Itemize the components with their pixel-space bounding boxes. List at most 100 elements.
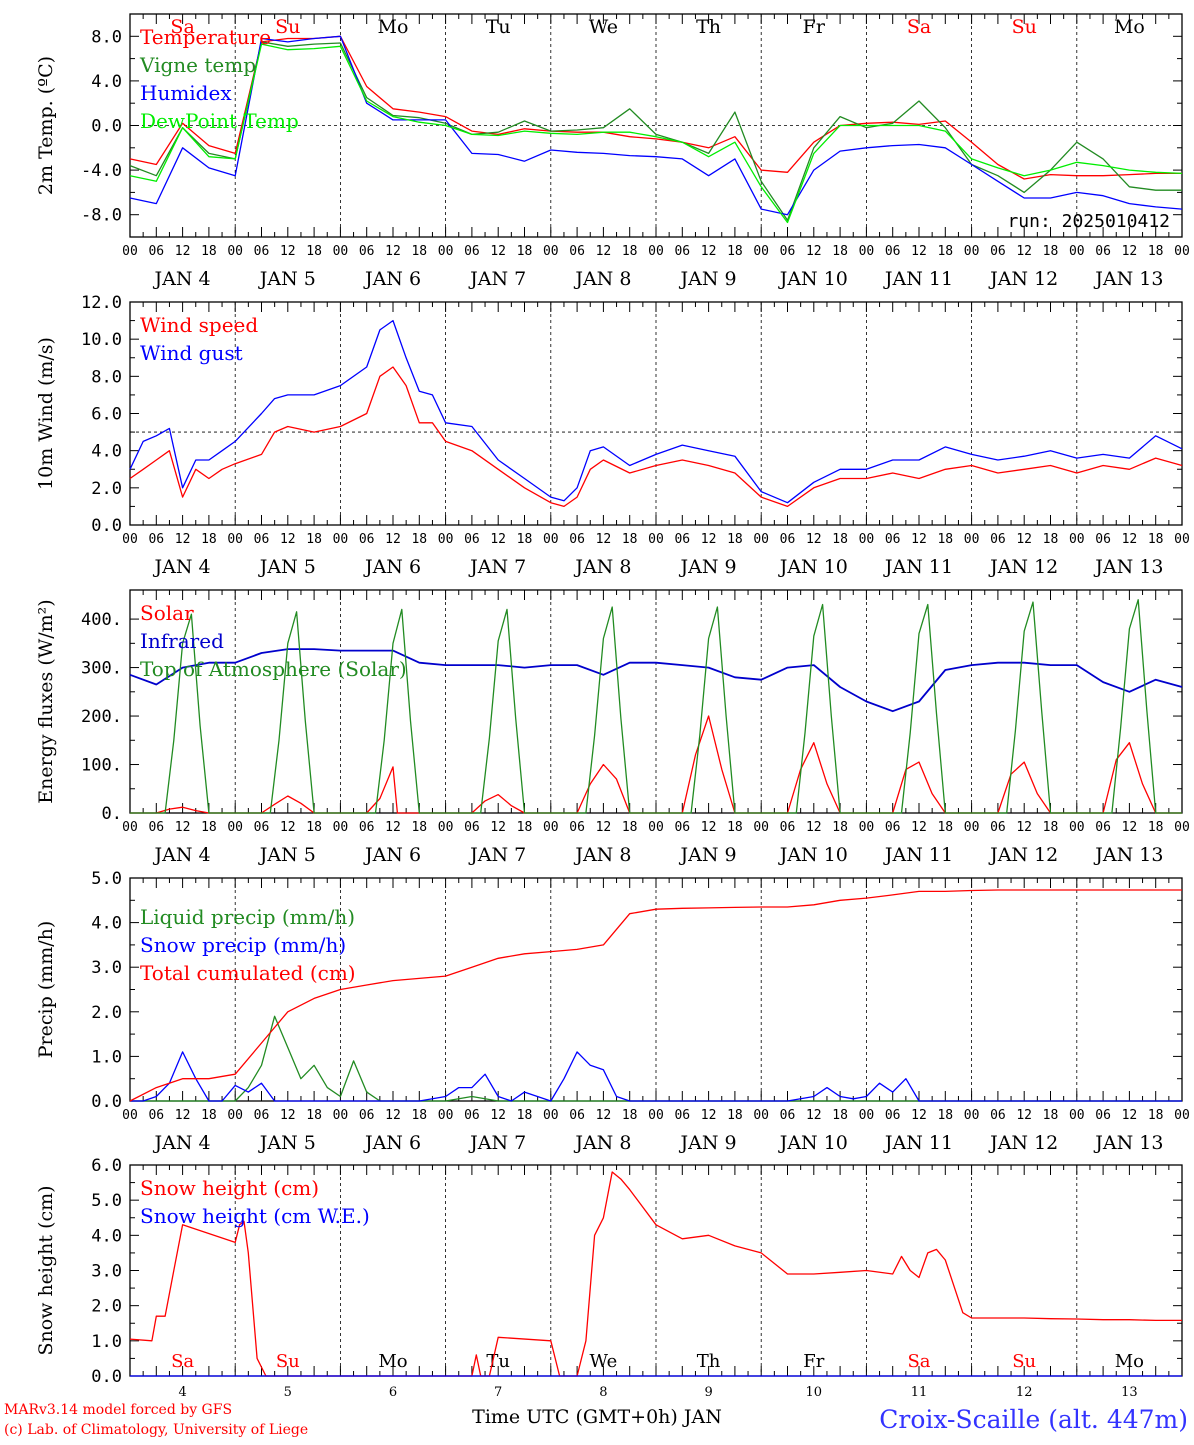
hour-tick-label: 12 [911, 244, 927, 259]
hour-tick-label: 00 [648, 820, 664, 835]
y-tick-label: 3.0 [91, 958, 122, 978]
day-name-label: Th [697, 1351, 721, 1372]
hour-tick-label: 00 [859, 532, 875, 547]
hour-tick-label: 00 [333, 532, 349, 547]
legend-entry: Humidex [140, 81, 232, 105]
hour-tick-label: 00 [648, 532, 664, 547]
hour-tick-label: 00 [753, 244, 769, 259]
hour-tick-label: 12 [806, 244, 822, 259]
lab-credit: (c) Lab. of Climatology, University of L… [4, 1422, 308, 1438]
legend-entry: Temperature [140, 25, 271, 49]
hour-tick-label: 00 [1069, 820, 1085, 835]
y-tick-label: -4.0 [81, 161, 122, 181]
day-label: JAN 7 [468, 1132, 526, 1154]
run-annotation: run: 2025010412 [1007, 211, 1170, 232]
hour-tick-label: 06 [885, 820, 901, 835]
day-label: JAN 6 [363, 556, 421, 578]
hour-tick-label: 00 [859, 1108, 875, 1123]
day-label: JAN 9 [679, 268, 737, 290]
station-title: Croix-Scaille (alt. 447m) [879, 1405, 1188, 1434]
x-axis-label: Time UTC (GMT+0h) JAN [472, 1406, 722, 1428]
hour-tick-label: 00 [438, 820, 454, 835]
model-credit: MARv3.14 model forced by GFS [4, 1402, 232, 1418]
day-label: JAN 6 [363, 1132, 421, 1154]
hour-tick-label: 06 [990, 1108, 1006, 1123]
y-tick-label: 6.0 [91, 1156, 122, 1176]
hour-tick-label: 06 [780, 1108, 796, 1123]
series-wind-speed-line [129, 366, 1183, 508]
y-tick-label: 300. [81, 659, 122, 679]
hour-tick-label: 12 [806, 820, 822, 835]
hour-tick-label: 00 [859, 820, 875, 835]
day-number-label: 6 [389, 1385, 397, 1400]
hour-tick-label: 12 [385, 532, 401, 547]
day-name-label: Su [1012, 16, 1037, 38]
hour-tick-label: 18 [411, 532, 427, 547]
series-top-of-atmosphere-solar-line [130, 599, 1182, 814]
y-tick-label: 8.0 [91, 27, 122, 47]
day-label: JAN 8 [573, 556, 631, 578]
y-tick-label: 2.0 [91, 1003, 122, 1023]
hour-tick-label: 06 [885, 532, 901, 547]
hour-tick-label: 12 [385, 820, 401, 835]
legend-entry: Solar [140, 601, 194, 625]
hour-tick-label: 06 [148, 820, 164, 835]
hour-tick-label: 06 [254, 820, 270, 835]
day-name-label: Mo [378, 16, 409, 38]
day-label: JAN 13 [1093, 844, 1163, 866]
hour-tick-label: 18 [832, 820, 848, 835]
series-snow-precip-mm-h-line [130, 1051, 1182, 1102]
hour-tick-label: 00 [1069, 244, 1085, 259]
hour-tick-label: 00 [227, 532, 243, 547]
series-dewpoint-temp-line [129, 43, 1183, 224]
y-tick-label: 2.0 [91, 1297, 122, 1317]
day-label: JAN 13 [1093, 556, 1163, 578]
day-name-label: Mo [1115, 1351, 1144, 1372]
hour-tick-label: 18 [1148, 1108, 1164, 1123]
day-label: JAN 12 [988, 844, 1058, 866]
hour-tick-label: 06 [254, 532, 270, 547]
y-tick-label: 6.0 [91, 405, 122, 425]
hour-tick-label: 18 [201, 532, 217, 547]
hour-tick-label: 06 [780, 532, 796, 547]
hour-tick-label: 12 [1016, 1108, 1032, 1123]
y-tick-label: 0.0 [91, 117, 122, 137]
legend-entry: Snow precip (mm/h) [140, 933, 346, 957]
day-number-label: 10 [806, 1385, 823, 1400]
hour-tick-label: 06 [569, 1108, 585, 1123]
series-wind-gust-line [129, 319, 1183, 504]
day-name-label: Th [696, 16, 721, 38]
hour-tick-label: 12 [175, 532, 191, 547]
hour-tick-label: 06 [359, 244, 375, 259]
day-label: JAN 7 [468, 268, 526, 290]
y-tick-label: 1.0 [91, 1047, 122, 1067]
hour-tick-label: 00 [648, 1108, 664, 1123]
day-number-label: 13 [1121, 1385, 1138, 1400]
hour-tick-label: 00 [964, 532, 980, 547]
hour-tick-label: 00 [438, 532, 454, 547]
hour-tick-label: 00 [333, 1108, 349, 1123]
hour-tick-label: 00 [227, 1108, 243, 1123]
day-name-label: Sa [907, 16, 931, 38]
day-label: JAN 4 [153, 1132, 211, 1154]
day-label: JAN 12 [988, 1132, 1058, 1154]
hour-tick-label: 12 [175, 820, 191, 835]
day-label: JAN 4 [153, 844, 211, 866]
y-tick-label: 4.0 [91, 442, 122, 462]
hour-tick-label: 18 [832, 244, 848, 259]
hour-tick-label: 12 [701, 820, 717, 835]
hour-tick-label: 06 [569, 532, 585, 547]
hour-tick-label: 06 [674, 1108, 690, 1123]
hour-tick-label: 06 [780, 820, 796, 835]
hour-tick-label: 06 [990, 820, 1006, 835]
y-tick-label: 400. [81, 610, 122, 630]
day-name-label: Tu [486, 16, 511, 38]
hour-tick-label: 06 [990, 244, 1006, 259]
day-label: JAN 13 [1093, 1132, 1163, 1154]
hour-tick-label: 18 [727, 820, 743, 835]
hour-tick-label: 06 [780, 244, 796, 259]
hour-tick-label: 00 [333, 820, 349, 835]
legend-entry: Infrared [140, 629, 224, 653]
hour-tick-label: 12 [1122, 820, 1138, 835]
hour-tick-label: 18 [517, 820, 533, 835]
